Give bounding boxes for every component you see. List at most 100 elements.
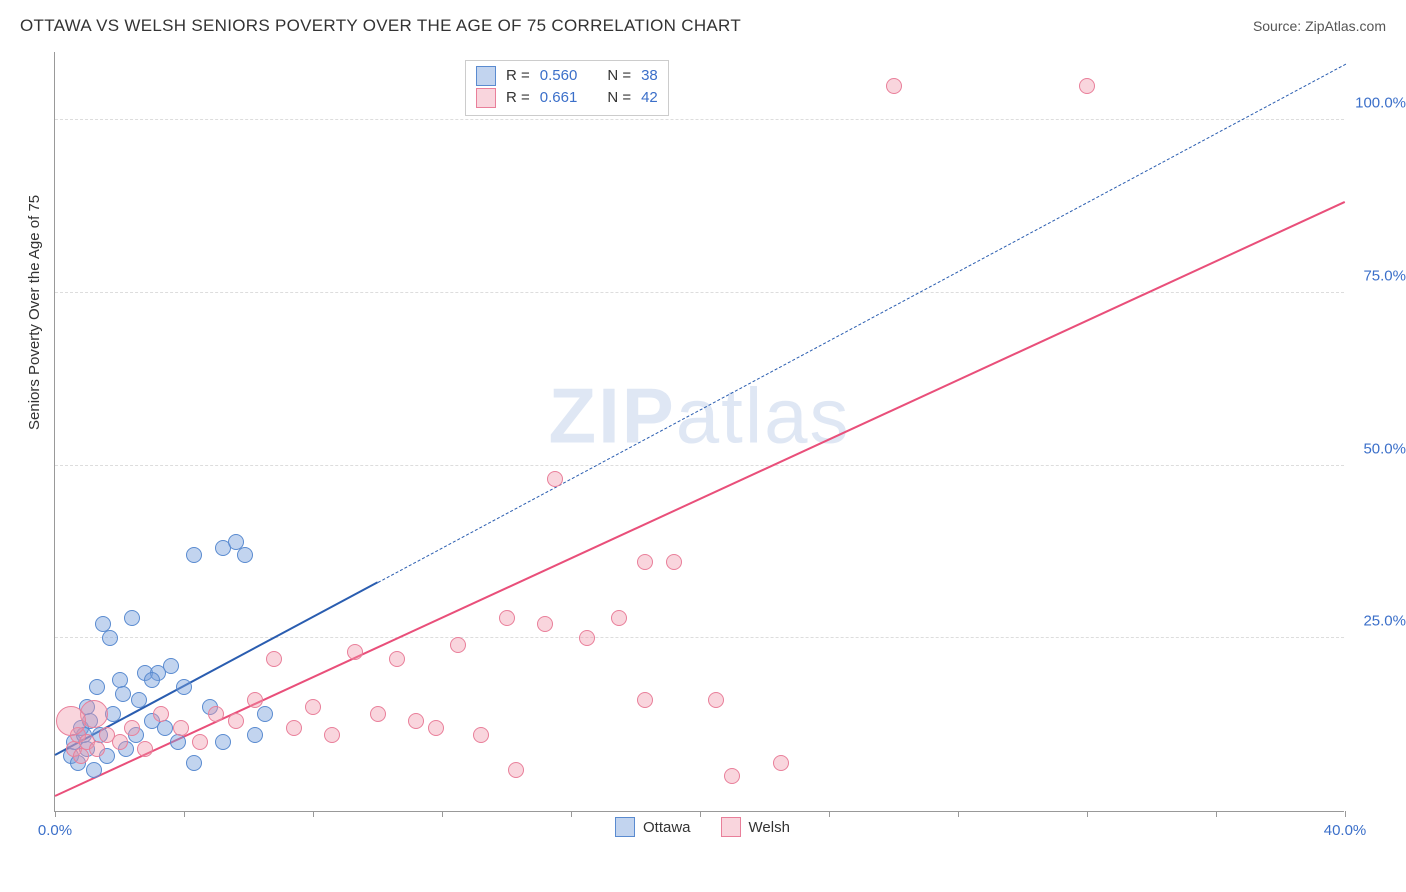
data-point xyxy=(773,755,789,771)
data-point xyxy=(131,692,147,708)
correlation-stats-box: R = 0.560 N = 38 R = 0.661 N = 42 xyxy=(465,60,669,116)
data-point xyxy=(192,734,208,750)
data-point xyxy=(370,706,386,722)
legend-swatch xyxy=(615,817,635,837)
legend-label: Welsh xyxy=(749,819,790,836)
series-swatch xyxy=(476,66,496,86)
data-point xyxy=(666,554,682,570)
data-point xyxy=(611,610,627,626)
data-point xyxy=(208,706,224,722)
data-point xyxy=(215,734,231,750)
regression-line xyxy=(55,201,1346,797)
data-point xyxy=(247,727,263,743)
chart-source: Source: ZipAtlas.com xyxy=(1253,18,1386,34)
data-point xyxy=(305,699,321,715)
data-point xyxy=(324,727,340,743)
legend-swatch xyxy=(721,817,741,837)
gridline-h xyxy=(55,637,1344,638)
data-point xyxy=(347,644,363,660)
y-tick-label: 50.0% xyxy=(1350,440,1406,457)
data-point xyxy=(579,630,595,646)
x-tick xyxy=(55,811,56,817)
data-point xyxy=(547,471,563,487)
data-point xyxy=(286,720,302,736)
data-point xyxy=(144,672,160,688)
data-point xyxy=(56,706,86,736)
stats-row: R = 0.661 N = 42 xyxy=(476,87,658,109)
data-point xyxy=(115,686,131,702)
series-swatch xyxy=(476,88,496,108)
data-point xyxy=(176,679,192,695)
y-tick-label: 75.0% xyxy=(1350,267,1406,284)
x-tick xyxy=(958,811,959,817)
stat-label-r: R = xyxy=(506,65,530,87)
data-point xyxy=(228,713,244,729)
x-tick xyxy=(571,811,572,817)
data-point xyxy=(186,547,202,563)
data-point xyxy=(89,741,105,757)
stat-value-n: 42 xyxy=(641,87,658,109)
data-point xyxy=(237,547,253,563)
data-point xyxy=(473,727,489,743)
chart-header: OTTAWA VS WELSH SENIORS POVERTY OVER THE… xyxy=(20,16,1386,36)
data-point xyxy=(408,713,424,729)
data-point xyxy=(637,692,653,708)
x-tick xyxy=(1087,811,1088,817)
data-point xyxy=(157,720,173,736)
data-point xyxy=(170,734,186,750)
data-point xyxy=(89,679,105,695)
data-point xyxy=(173,720,189,736)
legend-item: Welsh xyxy=(721,817,790,837)
gridline-h xyxy=(55,119,1344,120)
data-point xyxy=(112,734,128,750)
legend-item: Ottawa xyxy=(615,817,691,837)
stat-value-r: 0.560 xyxy=(540,65,578,87)
data-point xyxy=(186,755,202,771)
series-legend: Ottawa Welsh xyxy=(615,817,790,837)
data-point xyxy=(450,637,466,653)
y-tick-label: 25.0% xyxy=(1350,613,1406,630)
data-point xyxy=(886,78,902,94)
data-point xyxy=(499,610,515,626)
data-point xyxy=(247,692,263,708)
legend-label: Ottawa xyxy=(643,819,691,836)
chart-title: OTTAWA VS WELSH SENIORS POVERTY OVER THE… xyxy=(20,16,741,36)
scatter-plot-area: ZIPatlas R =0.560N =38R =0.661N =42 Otta… xyxy=(54,52,1344,812)
data-point xyxy=(124,610,140,626)
x-tick xyxy=(184,811,185,817)
data-point xyxy=(257,706,273,722)
data-point xyxy=(428,720,444,736)
regression-line xyxy=(377,64,1345,583)
data-point xyxy=(708,692,724,708)
data-point xyxy=(137,741,153,757)
stat-value-r: 0.661 xyxy=(540,87,578,109)
data-point xyxy=(637,554,653,570)
data-point xyxy=(86,762,102,778)
stat-label-n: N = xyxy=(607,87,631,109)
x-tick xyxy=(1216,811,1217,817)
x-tick xyxy=(1345,811,1346,817)
data-point xyxy=(266,651,282,667)
data-point xyxy=(73,748,89,764)
data-point xyxy=(124,720,140,736)
x-tick-label: 0.0% xyxy=(38,822,72,839)
x-tick-label: 40.0% xyxy=(1324,822,1367,839)
y-tick-label: 100.0% xyxy=(1350,95,1406,112)
y-axis-label: Seniors Poverty Over the Age of 75 xyxy=(26,195,43,430)
stat-value-n: 38 xyxy=(641,65,658,87)
data-point xyxy=(389,651,405,667)
gridline-h xyxy=(55,465,1344,466)
stats-row: R = 0.560 N = 38 xyxy=(476,65,658,87)
data-point xyxy=(1079,78,1095,94)
x-tick xyxy=(700,811,701,817)
x-tick xyxy=(829,811,830,817)
stat-label-r: R = xyxy=(506,87,530,109)
data-point xyxy=(163,658,179,674)
data-point xyxy=(102,630,118,646)
data-point xyxy=(153,706,169,722)
data-point xyxy=(508,762,524,778)
data-point xyxy=(724,768,740,784)
stat-label-n: N = xyxy=(607,65,631,87)
x-tick xyxy=(442,811,443,817)
x-tick xyxy=(313,811,314,817)
